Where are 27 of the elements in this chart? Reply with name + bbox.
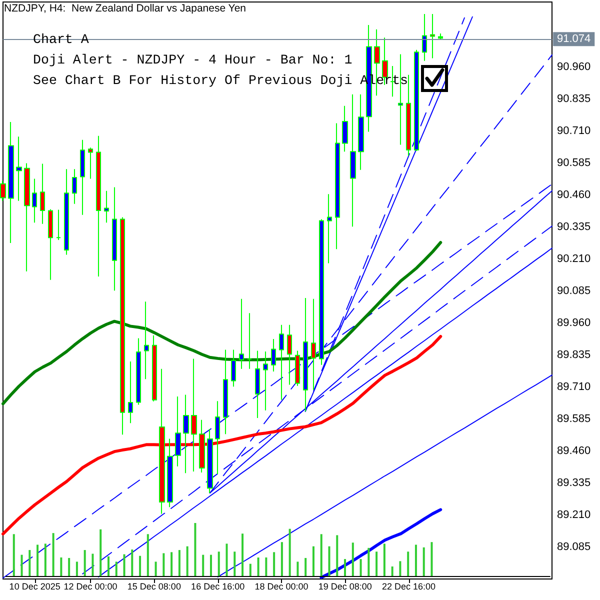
x-tick-label: 19 Dec 08:00 xyxy=(318,582,372,592)
y-tick-label: 90.585 xyxy=(557,157,591,170)
y-tick-label: 89.460 xyxy=(557,445,591,458)
x-tick-label: 16 Dec 16:00 xyxy=(191,582,245,592)
y-tick-label: 89.585 xyxy=(557,413,591,426)
x-tick-label: 12 Dec 00:00 xyxy=(64,582,118,592)
x-tick-label: 15 Dec 08:00 xyxy=(127,582,181,592)
y-tick-label: 89.210 xyxy=(557,509,591,522)
y-tick-label: 90.460 xyxy=(557,189,591,202)
annotation: Doji Alert - NZDJPY - 4 Hour - Bar No: 1 xyxy=(33,52,352,68)
x-tick-label: 22 Dec 16:00 xyxy=(382,582,436,592)
chart-title: NZDJPY, H4: New Zealand Dollar vs Japanese Yen xyxy=(4,2,246,14)
y-tick-label: 90.335 xyxy=(557,221,591,234)
y-tick-label: 89.085 xyxy=(557,541,591,554)
y-tick-label: 89.710 xyxy=(557,381,591,394)
x-tick-label: 10 Dec 2025 xyxy=(9,582,60,592)
y-tick-label: 90.960 xyxy=(557,61,591,74)
x-tick-label: 18 Dec 00:00 xyxy=(254,582,308,592)
y-tick-label: 90.835 xyxy=(557,93,591,106)
ref-line-label: 91.074 xyxy=(557,33,591,46)
y-tick-label: 90.210 xyxy=(557,253,591,266)
y-tick-label: 89.835 xyxy=(557,349,591,362)
y-tick-label: 89.335 xyxy=(557,477,591,490)
y-tick-label: 89.960 xyxy=(557,317,591,330)
y-tick-label: 90.710 xyxy=(557,125,591,138)
y-tick-label: 90.085 xyxy=(557,285,591,298)
annotation: Chart A xyxy=(33,32,89,47)
